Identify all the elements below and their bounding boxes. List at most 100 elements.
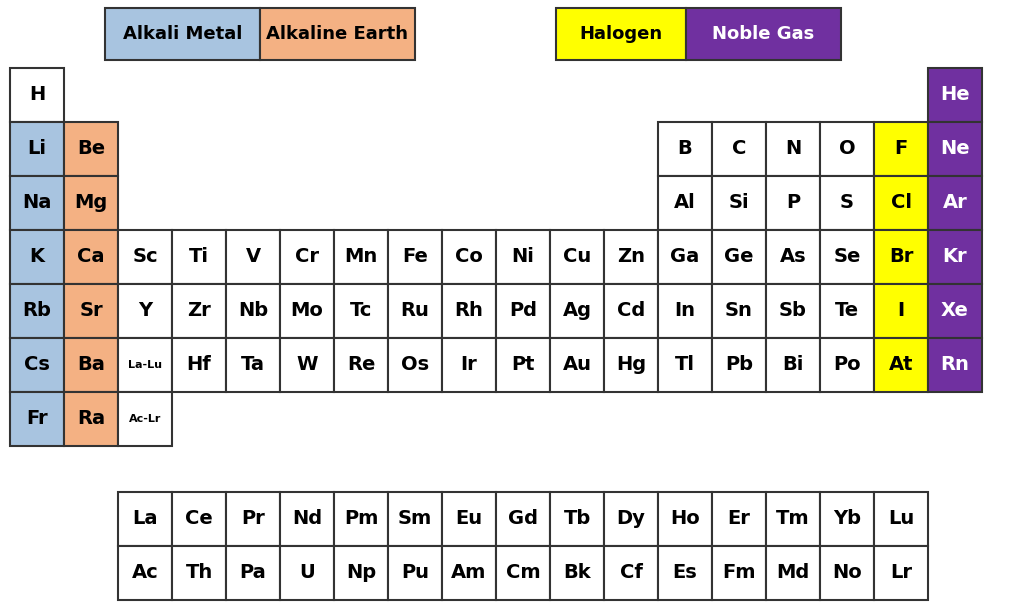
Bar [334, 546, 388, 600]
Text: Lu: Lu [888, 509, 914, 528]
Text: Y: Y [138, 301, 152, 320]
Text: Cf: Cf [620, 563, 642, 582]
Bar [118, 284, 172, 338]
Text: I: I [897, 301, 904, 320]
Bar [766, 546, 820, 600]
Bar [766, 338, 820, 392]
Text: Ho: Ho [670, 509, 699, 528]
Text: Bi: Bi [782, 355, 804, 375]
Text: As: As [779, 247, 806, 266]
Text: Am: Am [452, 563, 486, 582]
Text: Md: Md [776, 563, 810, 582]
Text: Pd: Pd [509, 301, 537, 320]
Bar [226, 338, 280, 392]
Text: Au: Au [562, 355, 592, 375]
Bar [334, 492, 388, 546]
Text: Mo: Mo [291, 301, 324, 320]
Bar [63, 392, 118, 446]
Bar [712, 284, 766, 338]
Bar [63, 338, 118, 392]
Bar [820, 122, 874, 176]
Text: Pm: Pm [344, 509, 378, 528]
Text: H: H [29, 85, 45, 105]
Bar [928, 176, 982, 230]
Bar [658, 492, 712, 546]
Text: Fe: Fe [402, 247, 428, 266]
Bar [118, 338, 172, 392]
Text: Ir: Ir [461, 355, 477, 375]
Bar [496, 492, 550, 546]
Bar [820, 546, 874, 600]
Text: In: In [675, 301, 695, 320]
Bar [10, 284, 63, 338]
Bar [874, 284, 928, 338]
Bar [712, 338, 766, 392]
Text: La-Lu: La-Lu [128, 360, 162, 370]
Bar [388, 338, 442, 392]
Bar [496, 284, 550, 338]
Bar [550, 492, 604, 546]
Bar [280, 546, 334, 600]
Text: Noble Gas: Noble Gas [713, 25, 815, 43]
Text: Ce: Ce [185, 509, 213, 528]
Bar [388, 230, 442, 284]
Bar [658, 176, 712, 230]
Bar [550, 546, 604, 600]
Text: Er: Er [728, 509, 751, 528]
Bar [658, 122, 712, 176]
Bar [496, 546, 550, 600]
Bar [658, 338, 712, 392]
Text: Ta: Ta [241, 355, 265, 375]
Bar [334, 284, 388, 338]
Bar [10, 122, 63, 176]
Bar [334, 338, 388, 392]
Bar [550, 284, 604, 338]
Bar [280, 284, 334, 338]
Bar [496, 230, 550, 284]
Bar [766, 284, 820, 338]
Bar [172, 338, 226, 392]
Text: Gd: Gd [508, 509, 538, 528]
Bar [604, 338, 658, 392]
Text: U: U [299, 563, 314, 582]
Text: Ti: Ti [189, 247, 209, 266]
Text: At: At [889, 355, 913, 375]
Text: Ni: Ni [512, 247, 535, 266]
Text: Se: Se [834, 247, 861, 266]
Bar [172, 230, 226, 284]
Bar [874, 230, 928, 284]
Bar [226, 230, 280, 284]
Bar [105, 8, 260, 60]
Bar [928, 284, 982, 338]
Bar [280, 338, 334, 392]
Text: Tl: Tl [675, 355, 695, 375]
Text: Dy: Dy [616, 509, 645, 528]
Bar [766, 122, 820, 176]
Text: F: F [894, 140, 907, 159]
Bar [604, 284, 658, 338]
Text: Kr: Kr [943, 247, 968, 266]
Bar [334, 230, 388, 284]
Text: Nd: Nd [292, 509, 323, 528]
Text: Tc: Tc [350, 301, 372, 320]
Text: Tb: Tb [563, 509, 591, 528]
Bar [928, 230, 982, 284]
Text: Li: Li [28, 140, 46, 159]
Bar [260, 8, 415, 60]
Text: Mg: Mg [75, 194, 108, 213]
Text: Pu: Pu [401, 563, 429, 582]
Text: Ru: Ru [400, 301, 429, 320]
Bar [10, 230, 63, 284]
Text: Xe: Xe [941, 301, 969, 320]
Text: Cm: Cm [506, 563, 541, 582]
Bar [10, 338, 63, 392]
Bar [280, 230, 334, 284]
Text: Cd: Cd [616, 301, 645, 320]
Bar [442, 338, 496, 392]
Text: Cu: Cu [563, 247, 591, 266]
Text: Ag: Ag [562, 301, 592, 320]
Bar [928, 338, 982, 392]
Text: P: P [786, 194, 800, 213]
Text: Pa: Pa [240, 563, 266, 582]
Bar [874, 492, 928, 546]
